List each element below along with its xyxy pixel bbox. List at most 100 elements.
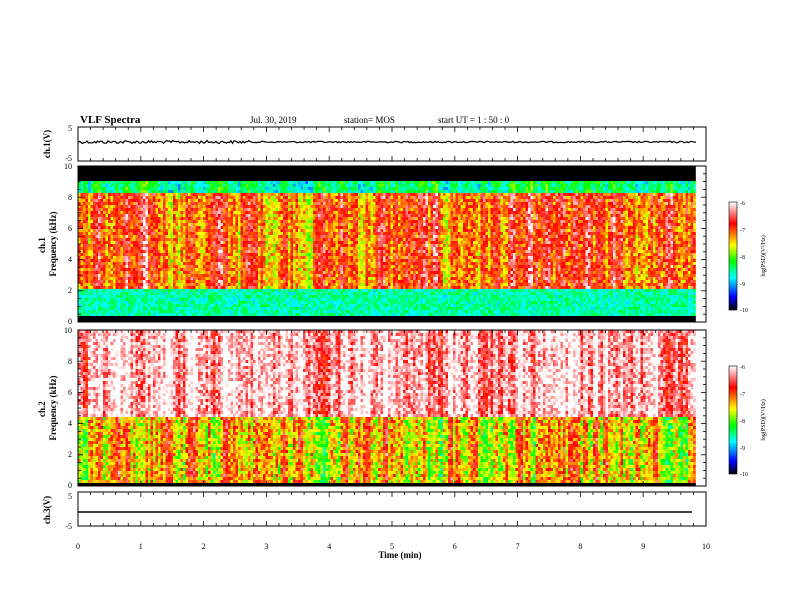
- spectrogram-cell: [148, 190, 151, 194]
- spectrogram-cell: [123, 292, 126, 296]
- spectrogram-cell: [138, 220, 141, 224]
- spectrogram-cell: [235, 211, 239, 215]
- spectrogram-cell: [263, 271, 266, 275]
- spectrogram-cell: [180, 196, 184, 200]
- spectrogram-cell: [135, 208, 139, 212]
- spectrogram-cell: [93, 283, 96, 287]
- spectrogram-cell: [288, 247, 291, 251]
- spectrogram-cell: [113, 298, 116, 302]
- spectrogram-cell: [213, 196, 216, 200]
- spectrogram-cell: [195, 253, 199, 257]
- spectrogram-cell: [103, 226, 106, 230]
- spectrogram-cell: [213, 166, 216, 170]
- spectrogram-cell: [143, 184, 146, 188]
- spectrogram-cell: [245, 262, 249, 266]
- spectrogram-cell: [245, 313, 249, 317]
- spectrogram-cell: [270, 226, 274, 230]
- spectrogram-cell: [235, 316, 239, 320]
- spectrogram-cell: [215, 250, 219, 254]
- spectrogram-cell: [180, 271, 184, 275]
- spectrogram-cell: [215, 304, 219, 308]
- spectrogram-cell: [210, 199, 214, 203]
- spectrogram-cell: [83, 184, 86, 188]
- spectrogram-cell: [155, 256, 159, 260]
- spectrogram-cell: [288, 256, 291, 260]
- spectrogram-cell: [143, 199, 146, 203]
- spectrogram-cell: [133, 226, 136, 230]
- spectrogram-cell: [218, 292, 221, 296]
- spectrogram-cell: [248, 208, 251, 212]
- spectrogram-cell: [203, 199, 206, 203]
- spectrogram-cell: [103, 178, 106, 182]
- spectrogram-cell: [223, 238, 226, 242]
- spectrogram-cell: [285, 304, 289, 308]
- spectrogram-cell: [208, 319, 211, 323]
- spectrogram-cell: [235, 319, 239, 323]
- spectrogram-cell: [270, 289, 274, 293]
- spectrogram-cell: [135, 304, 139, 308]
- spectrogram-cell: [105, 172, 109, 176]
- spectrogram-cell: [188, 166, 191, 170]
- spectrogram-cell: [240, 190, 244, 194]
- spectrogram-cell: [103, 253, 106, 257]
- spectrogram-cell: [275, 193, 279, 197]
- spectrogram-cell: [240, 166, 244, 170]
- spectrogram-cell: [78, 274, 81, 278]
- spectrogram-cell: [130, 247, 134, 251]
- spectrogram-cell: [140, 283, 144, 287]
- spectrogram-cell: [218, 304, 221, 308]
- spectrogram-cell: [180, 319, 184, 323]
- spectrogram-cell: [120, 271, 124, 275]
- spectrogram-cell: [228, 268, 231, 272]
- spectrogram-cell: [245, 196, 249, 200]
- spectrogram-cell: [103, 217, 106, 221]
- spectrogram-cell: [155, 226, 159, 230]
- spectrogram-cell: [263, 235, 266, 239]
- spectrogram-cell: [150, 217, 154, 221]
- spectrogram-cell: [265, 223, 269, 227]
- spectrogram-cell: [255, 289, 259, 293]
- spectrogram-cell: [118, 166, 121, 170]
- spectrogram-cell: [270, 169, 274, 173]
- spectrogram-cell: [128, 214, 131, 218]
- spectrogram-cell: [280, 217, 284, 221]
- spectrogram-cell: [105, 271, 109, 275]
- spectrogram-cell: [283, 214, 286, 218]
- spectrogram-cell: [253, 220, 256, 224]
- spectrogram-cell: [248, 178, 251, 182]
- spectrogram-cell: [200, 202, 204, 206]
- spectrogram-cell: [270, 244, 274, 248]
- spectrogram-cell: [263, 238, 266, 242]
- spectrogram-cell: [118, 250, 121, 254]
- spectrogram-cell: [95, 304, 99, 308]
- spectrogram-cell: [295, 217, 299, 221]
- spectrogram-cell: [230, 214, 234, 218]
- spectrogram-cell: [125, 316, 129, 320]
- spectrogram-cell: [240, 172, 244, 176]
- spectrogram-cell: [185, 169, 189, 173]
- spectrogram-cell: [150, 277, 154, 281]
- spectrogram-cell: [280, 193, 284, 197]
- spectrogram-cell: [253, 253, 256, 257]
- spectrogram-cell: [295, 283, 299, 287]
- spectrogram-cell: [145, 172, 149, 176]
- spectrogram-cell: [305, 298, 309, 302]
- spectrogram-cell: [268, 202, 271, 206]
- spectrogram-cell: [225, 181, 229, 185]
- spectrogram-cell: [265, 241, 269, 245]
- spectrogram-cell: [118, 268, 121, 272]
- spectrogram-cell: [168, 235, 171, 239]
- spectrogram-cell: [105, 169, 109, 173]
- spectrogram-cell: [298, 235, 301, 239]
- spectrogram-cell: [273, 268, 276, 272]
- spectrogram-cell: [128, 184, 131, 188]
- spectrogram-cell: [175, 178, 179, 182]
- spectrogram-cell: [253, 184, 256, 188]
- spectrogram-cell: [90, 298, 94, 302]
- spectrogram-cell: [160, 298, 164, 302]
- spectrogram-cell: [138, 277, 141, 281]
- spectrogram-cell: [190, 292, 194, 296]
- spectrogram-cell: [258, 253, 261, 257]
- spectrogram-cell: [198, 295, 201, 299]
- spectrogram-cell: [173, 232, 176, 236]
